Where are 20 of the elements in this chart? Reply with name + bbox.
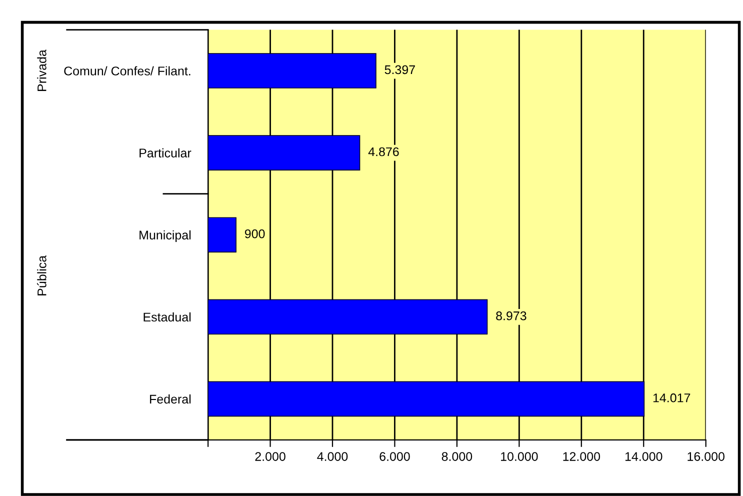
y-tick-label: Estadual [144,312,191,322]
x-tick-label: 6.000 [380,452,410,461]
x-tick-label: 16.000 [688,452,724,461]
y-tick-label: Federal [150,394,191,404]
data-label: 8.973 [496,311,526,320]
x-tick-label: 8.000 [442,452,472,461]
y-tick-label: Comun/ Confes/ Filant. [64,66,190,76]
data-label: 900 [244,229,265,238]
x-tick-label: 12.000 [563,452,600,461]
x-tick-label: 14.000 [625,452,662,461]
y-tick-label: Particular [140,148,192,158]
text: Pública [37,255,46,296]
text: Privada [37,50,46,91]
data-label: 14.017 [653,393,690,402]
data-label: 5.397 [384,65,415,74]
data-label: 4.876 [368,147,399,156]
x-tick-label: 10.000 [501,452,538,461]
x-tick-label: 4.000 [317,452,348,461]
x-tick-label: 2.000 [255,452,286,461]
y-tick-label: Municipal [140,230,191,242]
